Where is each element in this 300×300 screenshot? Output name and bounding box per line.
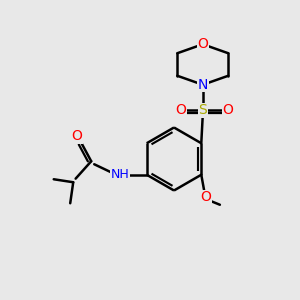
- Text: O: O: [222, 103, 233, 117]
- Text: NH: NH: [110, 168, 129, 181]
- Text: O: O: [197, 37, 208, 51]
- Text: O: O: [176, 103, 186, 117]
- Text: N: N: [198, 78, 208, 92]
- Text: O: O: [200, 190, 211, 204]
- Text: S: S: [198, 103, 207, 117]
- Text: O: O: [72, 129, 83, 143]
